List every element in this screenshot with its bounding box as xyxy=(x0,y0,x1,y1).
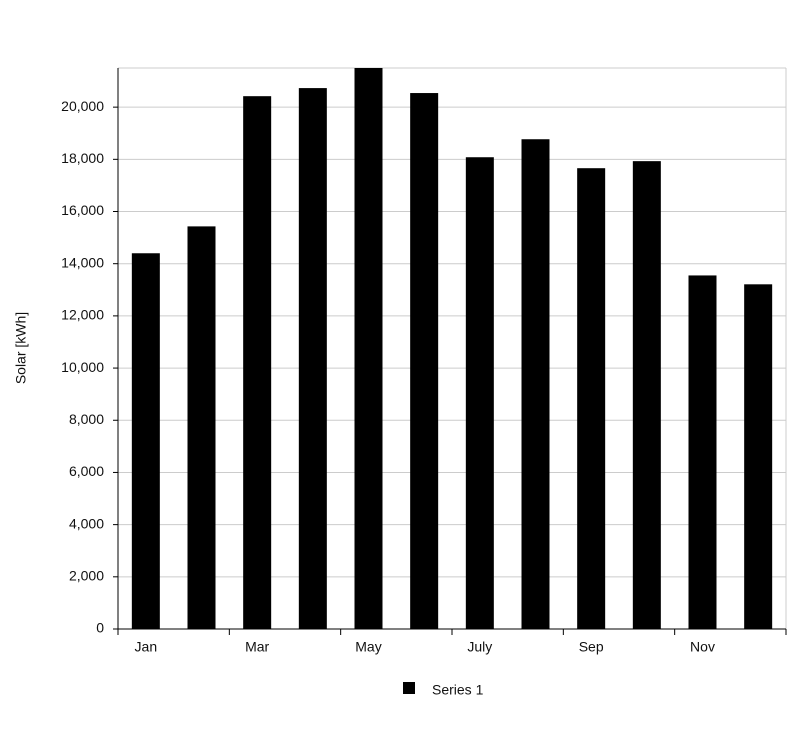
bar xyxy=(243,96,272,629)
x-tick-label: Sep xyxy=(579,639,604,655)
x-tick-label: July xyxy=(467,639,492,655)
bar xyxy=(688,275,717,629)
y-tick-label: 12,000 xyxy=(61,307,104,323)
y-tick-label: 0 xyxy=(96,620,104,636)
y-tick-label: 18,000 xyxy=(61,150,104,166)
y-tick-label: 8,000 xyxy=(69,411,104,427)
bar xyxy=(187,226,216,629)
y-tick-label: 2,000 xyxy=(69,568,104,584)
x-tick-label: Mar xyxy=(245,639,269,655)
y-axis-label: Solar [kWh] xyxy=(13,312,29,384)
y-tick-label: 6,000 xyxy=(69,463,104,479)
y-tick-label: 20,000 xyxy=(61,98,104,114)
legend-label: Series 1 xyxy=(432,682,484,698)
y-tick-label: 16,000 xyxy=(61,202,104,218)
bar xyxy=(354,68,383,629)
x-tick-label: Jan xyxy=(135,639,158,655)
bar xyxy=(465,157,494,629)
bar xyxy=(577,168,606,629)
bar xyxy=(632,161,661,629)
x-tick-label: May xyxy=(355,639,381,655)
y-tick-label: 10,000 xyxy=(61,359,104,375)
bar xyxy=(131,253,160,629)
bar xyxy=(298,88,327,630)
y-tick-label: 4,000 xyxy=(69,515,104,531)
bar xyxy=(410,93,439,629)
legend-swatch xyxy=(403,682,415,694)
bar xyxy=(744,284,773,629)
bar xyxy=(521,139,550,629)
x-tick-label: Nov xyxy=(690,639,715,655)
y-tick-label: 14,000 xyxy=(61,254,104,270)
